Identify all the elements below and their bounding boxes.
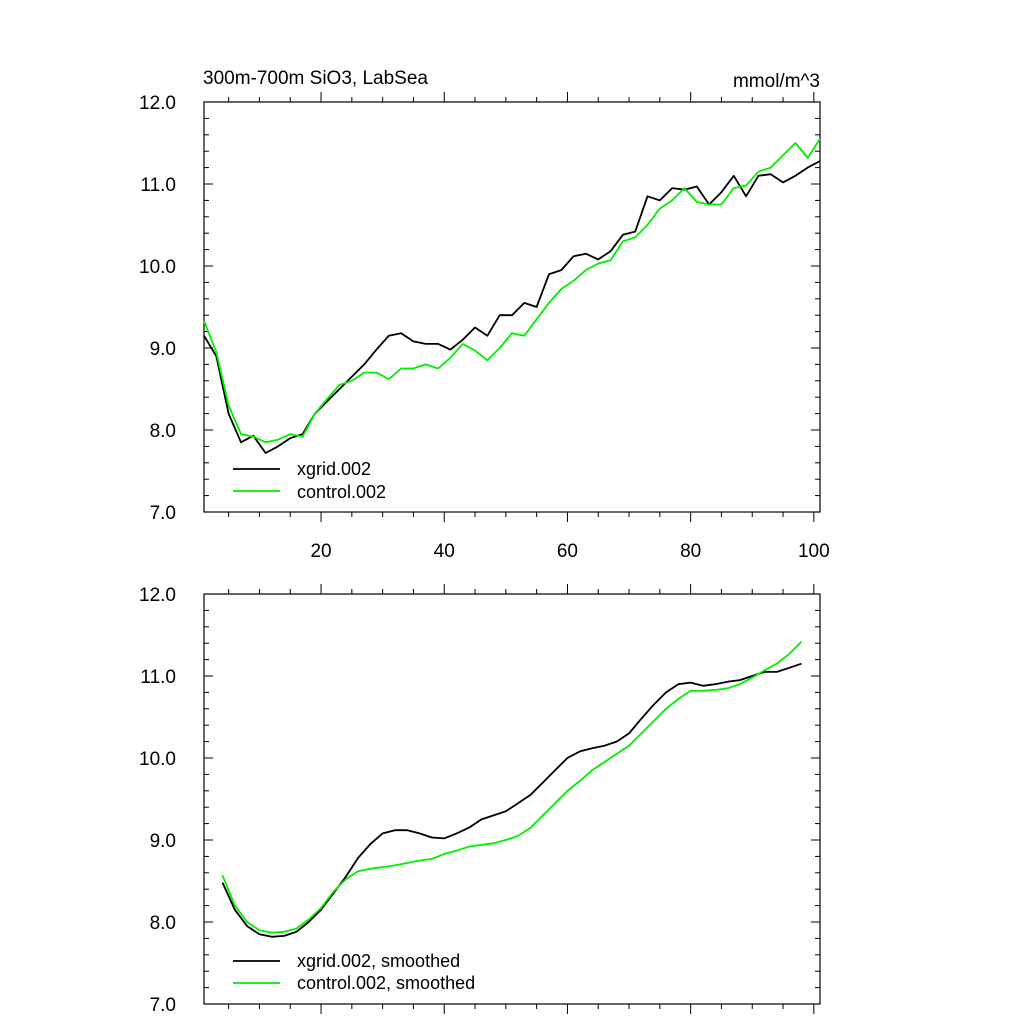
x-tick-label: 60 [557, 541, 578, 562]
y-tick-label: 12.0 [139, 585, 176, 606]
y-tick-label: 11.0 [140, 667, 176, 688]
y-tick-label: 8.0 [150, 913, 176, 934]
y-tick-label: 10.0 [139, 257, 176, 278]
plot-frame-top [203, 101, 821, 513]
series-line-control [203, 138, 821, 444]
legend-top: xgrid.002 control.002 [233, 459, 386, 502]
y-tick-label: 9.0 [150, 339, 176, 360]
ticks-top: 7.0 8.0 9.0 10.0 11.0 12.0 20 40 60 80 100 [139, 92, 830, 562]
x-tick-label: 20 [310, 541, 331, 562]
x-tick-label: 80 [680, 541, 701, 562]
lines-top [203, 138, 821, 454]
chart-title: 300m-700m SiO3, LabSea [203, 68, 428, 89]
series-line-xgrid [203, 160, 821, 454]
ticks-bottom: 7.0 8.0 9.0 10.0 11.0 12.0 [139, 584, 820, 1016]
y-tick-label: 7.0 [150, 503, 176, 524]
legend-label-xgrid-smoothed: xgrid.002, smoothed [297, 951, 460, 971]
y-tick-label: 10.0 [139, 749, 176, 770]
series-line-xgrid [221, 662, 802, 938]
legend-label-control-smoothed: control.002, smoothed [297, 973, 475, 993]
x-tick-label: 100 [798, 541, 830, 562]
y-tick-label: 8.0 [150, 421, 176, 442]
top-panel: 300m-700m SiO3, LabSea mmol/m^3 7.0 8.0 9.… [139, 68, 830, 562]
lines-bottom [221, 640, 803, 938]
legend-bottom: xgrid.002, smoothed control.002, smoothe… [233, 951, 475, 993]
units-label: mmol/m^3 [733, 71, 820, 92]
y-tick-label: 11.0 [140, 175, 176, 196]
bottom-panel: 7.0 8.0 9.0 10.0 11.0 12.0 xgrid.002, smoothe… [139, 584, 821, 1016]
legend-label-xgrid: xgrid.002 [297, 459, 371, 479]
series-line-control [221, 640, 803, 934]
y-tick-label: 9.0 [150, 831, 176, 852]
y-tick-label: 7.0 [150, 995, 176, 1016]
x-tick-label: 40 [434, 541, 455, 562]
y-tick-label: 12.0 [139, 93, 176, 114]
legend-label-control: control.002 [297, 482, 386, 502]
plot-frame-bottom [203, 593, 821, 1005]
